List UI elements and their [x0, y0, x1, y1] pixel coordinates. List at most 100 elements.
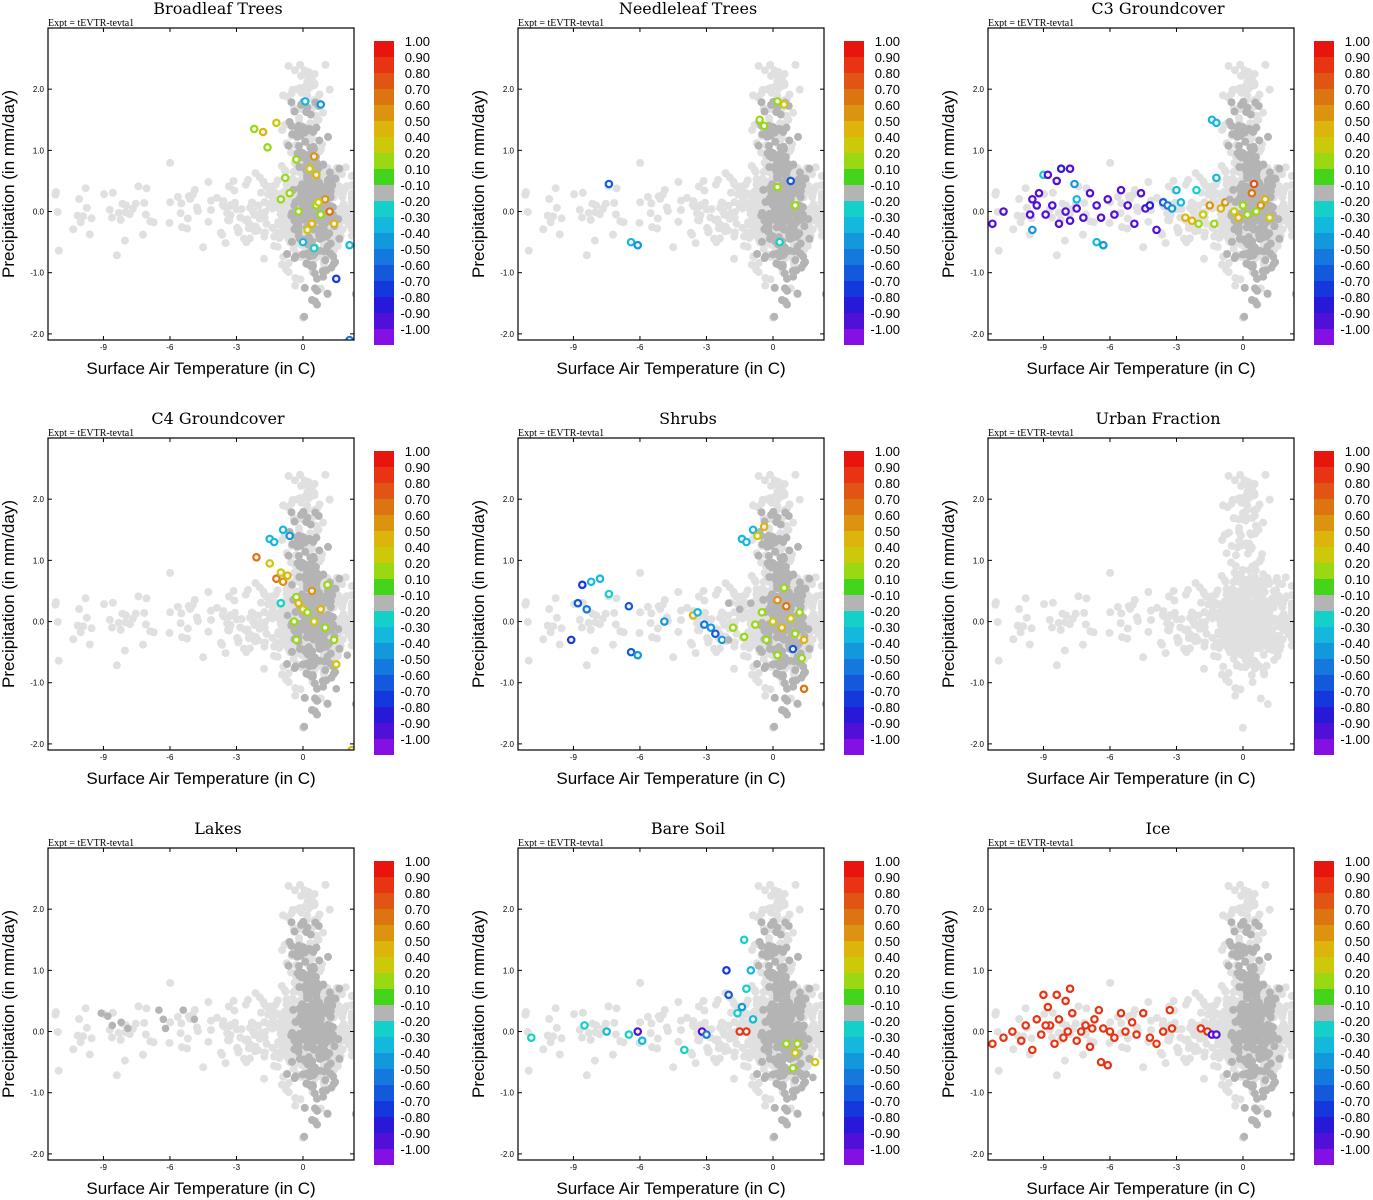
- background-point: [610, 608, 619, 617]
- background-point: [636, 158, 645, 167]
- background-point: [1230, 66, 1239, 75]
- background-point: [183, 214, 192, 223]
- background-point: [1191, 169, 1200, 178]
- background-point: [186, 604, 195, 613]
- background-point: [575, 205, 584, 214]
- background-point: [749, 230, 758, 239]
- colorbar-swatch: [374, 281, 394, 297]
- colorbar-label: 0.80: [405, 66, 430, 81]
- background-point: [570, 190, 579, 199]
- colorbar-swatch: [844, 281, 864, 297]
- neutral-point: [1241, 237, 1250, 246]
- points-layer: [51, 60, 354, 340]
- background-point: [1281, 163, 1290, 172]
- background-point: [582, 251, 591, 260]
- neutral-point: [1275, 234, 1284, 243]
- background-point: [774, 68, 783, 77]
- x-tick-label: -6: [1106, 343, 1114, 352]
- neutral-point: [760, 216, 769, 225]
- background-point: [296, 470, 305, 479]
- background-point: [166, 158, 175, 167]
- background-point: [521, 188, 530, 197]
- background-point: [107, 213, 116, 222]
- neutral-point: [1291, 290, 1294, 298]
- data-point: [299, 213, 307, 222]
- background-point: [1222, 180, 1231, 189]
- background-point: [760, 66, 769, 75]
- data-point: [780, 210, 788, 219]
- background-point: [1022, 203, 1031, 212]
- background-point: [557, 624, 566, 633]
- colorbar-label: 0.90: [405, 50, 430, 65]
- colorbar-swatch: [374, 531, 394, 547]
- background-point: [555, 640, 564, 649]
- colorbar-swatch: [1314, 137, 1334, 153]
- background-point: [108, 188, 117, 197]
- neutral-point: [300, 312, 309, 321]
- neutral-point: [321, 666, 330, 675]
- background-point: [347, 193, 354, 202]
- y-axis-label: Precipitation (in mm/day): [0, 500, 18, 688]
- y-tick-label: 1.0: [33, 556, 45, 565]
- background-point: [635, 628, 644, 637]
- colorbar-label: -0.50: [1340, 242, 1370, 257]
- background-point: [803, 241, 812, 250]
- background-point: [278, 535, 287, 544]
- neutral-point: [325, 168, 334, 177]
- y-axis-label: Precipitation (in mm/day): [939, 90, 958, 278]
- background-point: [1224, 259, 1233, 268]
- background-point: [555, 230, 564, 239]
- colorbar-swatch: [374, 169, 394, 185]
- background-point: [991, 188, 1000, 197]
- colorbar-swatch: [374, 739, 394, 755]
- background-point: [54, 656, 63, 665]
- points-layer: [521, 60, 824, 322]
- neutral-point: [323, 699, 332, 708]
- colorbar-swatch: [1314, 329, 1334, 345]
- neutral-point: [1263, 289, 1272, 298]
- background-point: [221, 649, 230, 658]
- background-point: [260, 638, 269, 647]
- data-point: [303, 225, 312, 235]
- background-point: [85, 640, 94, 649]
- y-tick-label: 0.0: [33, 208, 45, 217]
- colorbar-swatch: [844, 185, 864, 201]
- background-point: [216, 638, 225, 647]
- background-point: [347, 172, 354, 181]
- neutral-point: [779, 251, 788, 260]
- neutral-point: [301, 137, 310, 146]
- background-point: [230, 596, 239, 605]
- background-point: [791, 60, 800, 69]
- background-point: [204, 217, 213, 226]
- data-point: [769, 232, 777, 240]
- y-tick-label: 0.0: [33, 618, 45, 627]
- data-point: [292, 155, 301, 164]
- neutral-point: [805, 164, 814, 173]
- colorbar-label: -0.60: [400, 258, 430, 273]
- data-point: [1212, 173, 1221, 183]
- y-tick-label: -1.0: [970, 269, 984, 278]
- colorbar-label: -0.90: [400, 716, 430, 731]
- background-point: [812, 182, 821, 191]
- data-point: [289, 617, 299, 626]
- data-point: [309, 243, 319, 253]
- colorbar-swatch: [844, 233, 864, 249]
- background-point: [1139, 243, 1148, 252]
- data-point: [1092, 237, 1101, 247]
- background-point: [814, 212, 823, 221]
- colorbar-swatch: [374, 265, 394, 281]
- neutral-point: [1274, 215, 1283, 224]
- data-point: [773, 182, 782, 192]
- data-point: [276, 194, 286, 204]
- neutral-point: [287, 98, 296, 107]
- background-point: [543, 621, 552, 630]
- colorbar-label: -0.90: [870, 306, 900, 321]
- data-point: [1028, 194, 1037, 204]
- data-point: [316, 604, 326, 614]
- neutral-point: [800, 174, 809, 183]
- background-point: [1118, 223, 1127, 232]
- neutral-point: [319, 682, 328, 691]
- background-point: [284, 268, 293, 277]
- plot-frame: [47, 27, 355, 341]
